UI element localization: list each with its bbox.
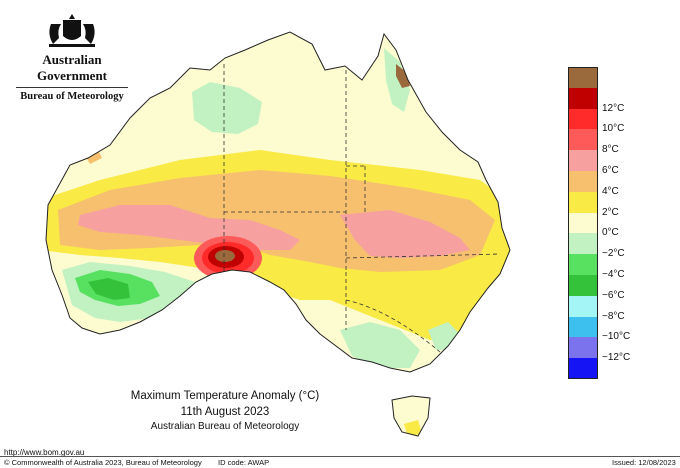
website-link[interactable]: http://www.bom.gov.au [4,448,85,457]
footer: © Commonwealth of Australia 2023, Bureau… [0,456,680,468]
legend-swatch [568,295,598,317]
legend-swatch [568,87,598,109]
legend-swatch [568,358,598,379]
legend-swatch [568,337,598,359]
legend-swatch [568,171,598,192]
government-logo: Australian Government Bureau of Meteorol… [8,10,136,102]
legend-swatch [568,150,598,171]
legend-swatch [568,129,598,151]
copyright-text: © Commonwealth of Australia 2023, Bureau… [4,458,202,467]
legend-label: −10°C [602,331,631,343]
org-name: Australian Government [36,52,108,83]
legend-swatch [568,191,598,213]
legend-label: −6°C [602,289,625,301]
coat-of-arms-icon [49,14,95,47]
divider [16,87,128,88]
map-agency: Australian Bureau of Meteorology [150,421,300,432]
legend-swatch [568,254,598,275]
legend-label: −2°C [602,248,625,260]
map-title: Maximum Temperature Anomaly (°C) [130,390,320,402]
legend-swatch [568,275,598,296]
legend-label: −8°C [602,310,625,322]
legend-label: 12°C [602,102,625,114]
map-title-block: Maximum Temperature Anomaly (°C) 11th Au… [100,388,350,434]
legend-swatch [568,233,598,255]
legend-swatch [568,108,598,130]
legend-label: 4°C [602,185,619,197]
legend-swatch [568,316,598,338]
legend-swatch [568,67,598,88]
legend-swatch [568,212,598,234]
legend-label: −4°C [602,269,625,280]
legend-label: 8°C [602,144,619,156]
issued-date: Issued: 12/08/2023 [612,458,676,467]
legend-label: 2°C [602,206,619,218]
legend-label: −12°C [602,352,631,364]
map-date: 11th August 2023 [180,406,270,418]
agency-name: Bureau of Meteorology [20,91,124,102]
legend-label: 10°C [602,123,625,135]
id-code: ID code: AWAP [218,458,270,467]
legend-label: 6°C [602,165,619,176]
legend-label: 0°C [602,227,619,239]
